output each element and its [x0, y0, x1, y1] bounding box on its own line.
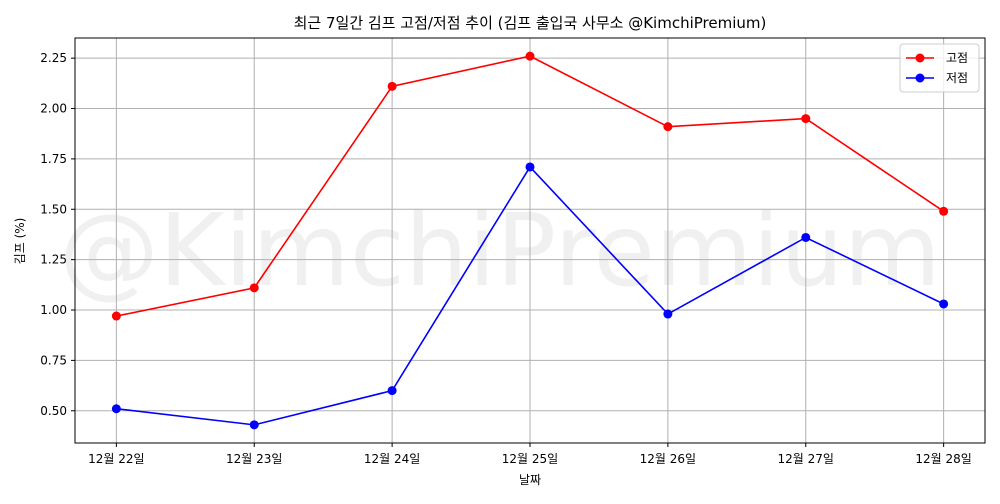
data-point	[249, 420, 259, 430]
data-point	[387, 81, 397, 91]
x-tick-label: 12월 26일	[640, 452, 696, 466]
y-tick-label: 1.25	[40, 253, 67, 267]
x-axis: 12월 22일 12월 23일 12월 24일 12월 25일 12월 26일 12월 2…	[88, 443, 972, 466]
data-point	[249, 283, 259, 293]
series-group	[111, 51, 949, 430]
chart-title: 최근 7일간 김프 고점/저점 추이 (김프 출입국 사무소 @KimchiPr…	[294, 14, 767, 32]
y-tick-label: 2.25	[40, 51, 67, 65]
x-tick-label: 12월 28일	[915, 452, 971, 466]
legend-marker	[915, 53, 925, 63]
x-tick-label: 12월 24일	[364, 452, 420, 466]
y-axis-label: 김프 (%)	[13, 218, 27, 265]
y-tick-label: 0.75	[40, 353, 67, 367]
data-point	[111, 404, 121, 414]
x-tick-label: 12월 25일	[502, 452, 558, 466]
x-tick-label: 12월 22일	[88, 452, 144, 466]
legend-marker	[915, 73, 925, 83]
data-point	[663, 309, 673, 319]
data-point	[111, 311, 121, 321]
watermark: @KimchiPremium	[59, 192, 941, 309]
y-axis: 0.50 0.75 1.00 1.25 1.50 1.75 2.00 2.25	[40, 51, 75, 418]
data-point	[387, 386, 397, 396]
data-point	[939, 206, 949, 216]
y-tick-label: 1.50	[40, 202, 67, 216]
data-point	[801, 232, 811, 242]
x-tick-label: 12월 27일	[778, 452, 834, 466]
data-point	[801, 114, 811, 124]
y-tick-label: 1.00	[40, 303, 67, 317]
y-tick-label: 2.00	[40, 102, 67, 116]
y-tick-label: 1.75	[40, 152, 67, 166]
legend-label: 저점	[946, 71, 968, 85]
data-point	[525, 162, 535, 172]
data-point	[525, 51, 535, 61]
x-tick-label: 12월 23일	[226, 452, 282, 466]
y-tick-label: 0.50	[40, 404, 67, 418]
data-point	[939, 299, 949, 309]
data-point	[663, 122, 673, 132]
legend-label: 고점	[946, 51, 968, 65]
x-axis-label: 날짜	[519, 473, 541, 487]
